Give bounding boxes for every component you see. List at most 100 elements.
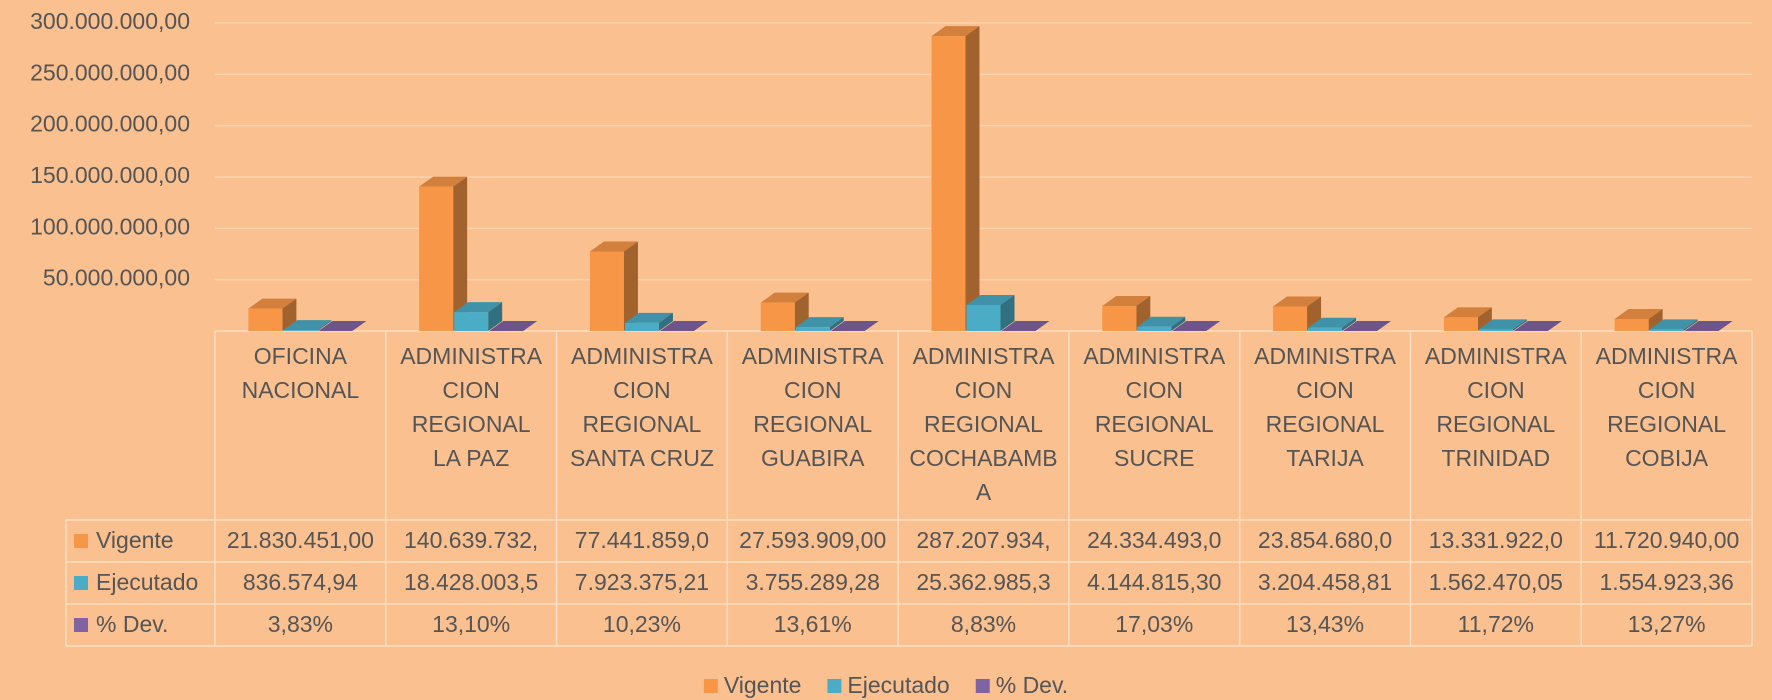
category-cell: ADMINISTRACION REGIONAL GUABIRA — [741, 343, 884, 471]
bar-top — [1001, 321, 1050, 331]
bar-top — [1172, 320, 1221, 331]
y-tick-label: 250.000.000,00 — [30, 59, 190, 85]
data-label: 8,83% — [951, 611, 1016, 637]
data-label: 11.720.940,00 — [1594, 527, 1739, 553]
bar-side — [453, 176, 468, 331]
bar — [1137, 326, 1172, 331]
bar-top — [1684, 321, 1733, 331]
category-cell: OFICINA NACIONAL — [241, 343, 360, 403]
category-cell: ADMINISTRACION REGIONAL COBIJA — [1596, 343, 1738, 471]
bar-top — [419, 176, 468, 187]
bar — [283, 330, 318, 331]
bar-top — [1273, 296, 1322, 307]
data-label: 3.755.289,28 — [746, 569, 880, 595]
bar-top — [659, 321, 708, 331]
data-label: 4.144.815,30 — [1087, 569, 1221, 595]
bar-top — [795, 317, 844, 328]
legend-key — [975, 679, 990, 693]
category-cell: ADMINISTRACION REGIONAL SUCRE — [1083, 343, 1225, 471]
bar-top — [830, 321, 879, 331]
category-cell: ADMINISTRACION REGIONAL TARIJA — [1254, 343, 1396, 471]
legend-label: Ejecutado — [96, 569, 198, 595]
x-tick-label: ADMINISTRACION REGIONAL GUABIRA — [741, 343, 884, 471]
data-label: 27.593.909,00 — [739, 527, 886, 553]
bar-side — [1206, 320, 1221, 331]
bar-top — [1614, 308, 1663, 319]
data-label: 287.207.934, — [916, 527, 1050, 553]
x-tick-label: ADMINISTRACION REGIONAL SANTA CRUZ — [569, 343, 714, 471]
bar — [454, 312, 489, 331]
y-tick-label: 300.000.000,00 — [30, 8, 190, 34]
category-cell: ADMINISTRACION REGIONAL SANTA CRUZ — [569, 343, 714, 471]
data-label: 13,10% — [432, 611, 510, 637]
x-tick-label: OFICINA NACIONAL — [241, 343, 360, 403]
bar — [624, 322, 659, 331]
bar-top — [589, 241, 638, 252]
legend-key — [74, 576, 88, 590]
bar — [795, 327, 830, 331]
bar-side — [1000, 294, 1015, 331]
bar-side — [1477, 307, 1492, 331]
bar — [1649, 329, 1684, 331]
data-label: 140.639.732, — [404, 527, 538, 553]
x-tick-label: ADMINISTRACION REGIONAL LA PAZ — [400, 343, 543, 471]
data-label: 25.362.985,3 — [916, 569, 1050, 595]
data-label: 13,43% — [1286, 611, 1364, 637]
bar-top — [318, 321, 367, 331]
bar-top — [624, 312, 673, 323]
bar-top — [1102, 296, 1151, 307]
legend-label: Vigente — [724, 672, 802, 698]
data-label: 1.554.923,36 — [1599, 569, 1733, 595]
legend-label: % Dev. — [996, 672, 1068, 698]
bar — [1443, 317, 1478, 331]
data-label: 10,23% — [603, 611, 681, 637]
bar-top — [248, 298, 297, 309]
bar — [1102, 306, 1137, 331]
category-cell: ADMINISTRACION REGIONAL COCHABAMBA — [909, 343, 1058, 505]
data-label: 13,61% — [774, 611, 852, 637]
legend: Vigente Ejecutado % Dev. — [703, 672, 1068, 698]
bar-top — [1478, 319, 1527, 330]
bar — [966, 304, 1001, 331]
y-tick-label: 50.000.000,00 — [43, 265, 190, 291]
bar — [419, 186, 454, 331]
y-tick-label: 100.000.000,00 — [30, 213, 190, 239]
data-label: 7.923.375,21 — [575, 569, 709, 595]
x-tick-label: ADMINISTRACION REGIONAL COCHABAMBA — [909, 343, 1058, 505]
bar-top — [966, 294, 1015, 305]
y-tick-label: 150.000.000,00 — [30, 162, 190, 188]
legend-label: % Dev. — [96, 611, 168, 637]
bar — [589, 251, 624, 331]
bar — [1308, 327, 1343, 331]
bar-top — [283, 320, 332, 331]
bar-top — [931, 26, 980, 37]
bar-side — [488, 302, 503, 331]
bar-top — [1513, 321, 1562, 331]
data-label: 836.574,94 — [243, 569, 358, 595]
data-label: 1.562.470,05 — [1429, 569, 1563, 595]
bar-side — [829, 317, 844, 331]
legend-label: Ejecutado — [847, 672, 949, 698]
bar-top — [1443, 307, 1492, 318]
bar-side — [1512, 319, 1527, 331]
bar-side — [1342, 317, 1357, 331]
y-tick-label: 200.000.000,00 — [30, 111, 190, 137]
data-label: 23.854.680,0 — [1258, 527, 1392, 553]
data-label: 21.830.451,00 — [227, 527, 374, 553]
bar-top — [1649, 319, 1698, 330]
legend-key — [74, 618, 88, 632]
legend-label: Vigente — [96, 527, 174, 553]
bar-side — [1683, 319, 1698, 331]
x-tick-label: ADMINISTRACION REGIONAL TARIJA — [1254, 343, 1396, 471]
bar-side — [658, 312, 673, 331]
bar — [1478, 329, 1513, 331]
bar-top — [454, 302, 503, 313]
bar-top — [489, 321, 538, 331]
legend-key — [703, 679, 718, 693]
bar-top — [1137, 316, 1186, 327]
data-label: 11,72% — [1458, 611, 1534, 637]
bar-side — [1171, 316, 1186, 331]
data-label: 13.331.922,0 — [1429, 527, 1563, 553]
